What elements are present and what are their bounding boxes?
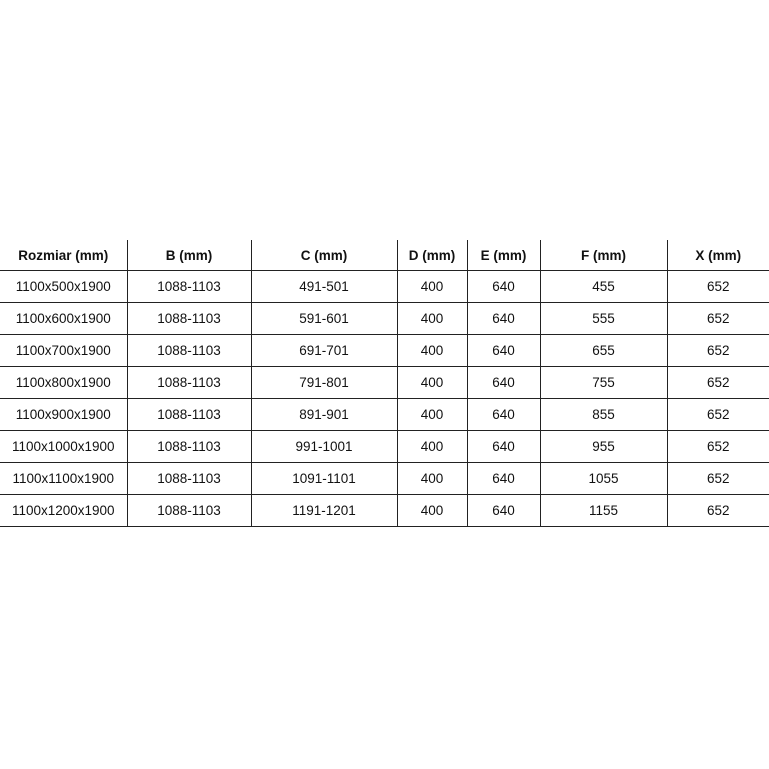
table-cell: 652 [666,366,769,399]
table-cell: 652 [666,270,769,303]
table-cell: 1100x700x1900 [0,334,127,367]
table-cell: 400 [396,270,467,303]
table-cell: 1100x1200x1900 [0,494,127,527]
column-header: F (mm) [539,240,667,271]
table-cell: 652 [666,398,769,431]
table-cell: 652 [666,302,769,335]
table-row: 1100x600x1900 1088-1103 591-601 400 640 555 65… [0,302,769,335]
table-cell: 891-901 [250,398,397,431]
column-header: X (mm) [666,240,769,271]
table-cell: 1088-1103 [126,462,251,495]
table-cell: 1055 [539,462,667,495]
table-cell: 555 [539,302,667,335]
table-row: 1100x1000x1900 1088-1103 991-1001 400 640 955… [0,430,769,463]
table-cell: 652 [666,430,769,463]
table-cell: 400 [396,366,467,399]
table-cell: 1100x800x1900 [0,366,127,399]
table-cell: 1088-1103 [126,494,251,527]
table-cell: 691-701 [250,334,397,367]
table-cell: 400 [396,494,467,527]
table-cell: 652 [666,494,769,527]
table-cell: 855 [539,398,667,431]
header-row: Rozmiar (mm) B (mm) C (mm) D (mm) E (mm) F (m… [0,240,769,271]
table-row: 1100x1200x1900 1088-1103 1191-1201 400 640 11… [0,494,769,527]
table-cell: 1088-1103 [126,302,251,335]
table-cell: 640 [466,398,540,431]
column-header: D (mm) [396,240,467,271]
table-cell: 400 [396,334,467,367]
dimensions-table: Rozmiar (mm) B (mm) C (mm) D (mm) E (mm) F (m… [0,240,769,527]
table-cell: 755 [539,366,667,399]
table-cell: 1191-1201 [250,494,397,527]
column-header: C (mm) [250,240,397,271]
table-cell: 655 [539,334,667,367]
table-cell: 1100x1000x1900 [0,430,127,463]
table-cell: 1155 [539,494,667,527]
table-cell: 1100x900x1900 [0,398,127,431]
table-row: 1100x500x1900 1088-1103 491-501 400 640 455 65… [0,270,769,303]
table-cell: 955 [539,430,667,463]
table-cell: 591-601 [250,302,397,335]
table-cell: 491-501 [250,270,397,303]
table-cell: 1088-1103 [126,334,251,367]
table-cell: 640 [466,494,540,527]
table-cell: 400 [396,462,467,495]
table-cell: 1088-1103 [126,398,251,431]
table-cell: 1091-1101 [250,462,397,495]
table-cell: 455 [539,270,667,303]
table-cell: 1088-1103 [126,430,251,463]
table-cell: 640 [466,430,540,463]
table-cell: 652 [666,462,769,495]
table-row: 1100x1100x1900 1088-1103 1091-1101 400 640 10… [0,462,769,495]
table-cell: 1088-1103 [126,270,251,303]
table-cell: 640 [466,334,540,367]
table-row: 1100x700x1900 1088-1103 691-701 400 640 655 65… [0,334,769,367]
table-cell: 1088-1103 [126,366,251,399]
table-cell: 1100x1100x1900 [0,462,127,495]
table-cell: 400 [396,430,467,463]
table-cell: 1100x600x1900 [0,302,127,335]
table-cell: 400 [396,302,467,335]
column-header: B (mm) [126,240,251,271]
table-cell: 1100x500x1900 [0,270,127,303]
table-cell: 791-801 [250,366,397,399]
column-header: E (mm) [466,240,540,271]
table-cell: 991-1001 [250,430,397,463]
table-row: 1100x800x1900 1088-1103 791-801 400 640 755 65… [0,366,769,399]
table-cell: 640 [466,270,540,303]
table-cell: 400 [396,398,467,431]
table-cell: 640 [466,462,540,495]
table-cell: 640 [466,366,540,399]
table-cell: 640 [466,302,540,335]
table-cell: 652 [666,334,769,367]
table-row: 1100x900x1900 1088-1103 891-901 400 640 855 65… [0,398,769,431]
column-header: Rozmiar (mm) [0,240,127,271]
